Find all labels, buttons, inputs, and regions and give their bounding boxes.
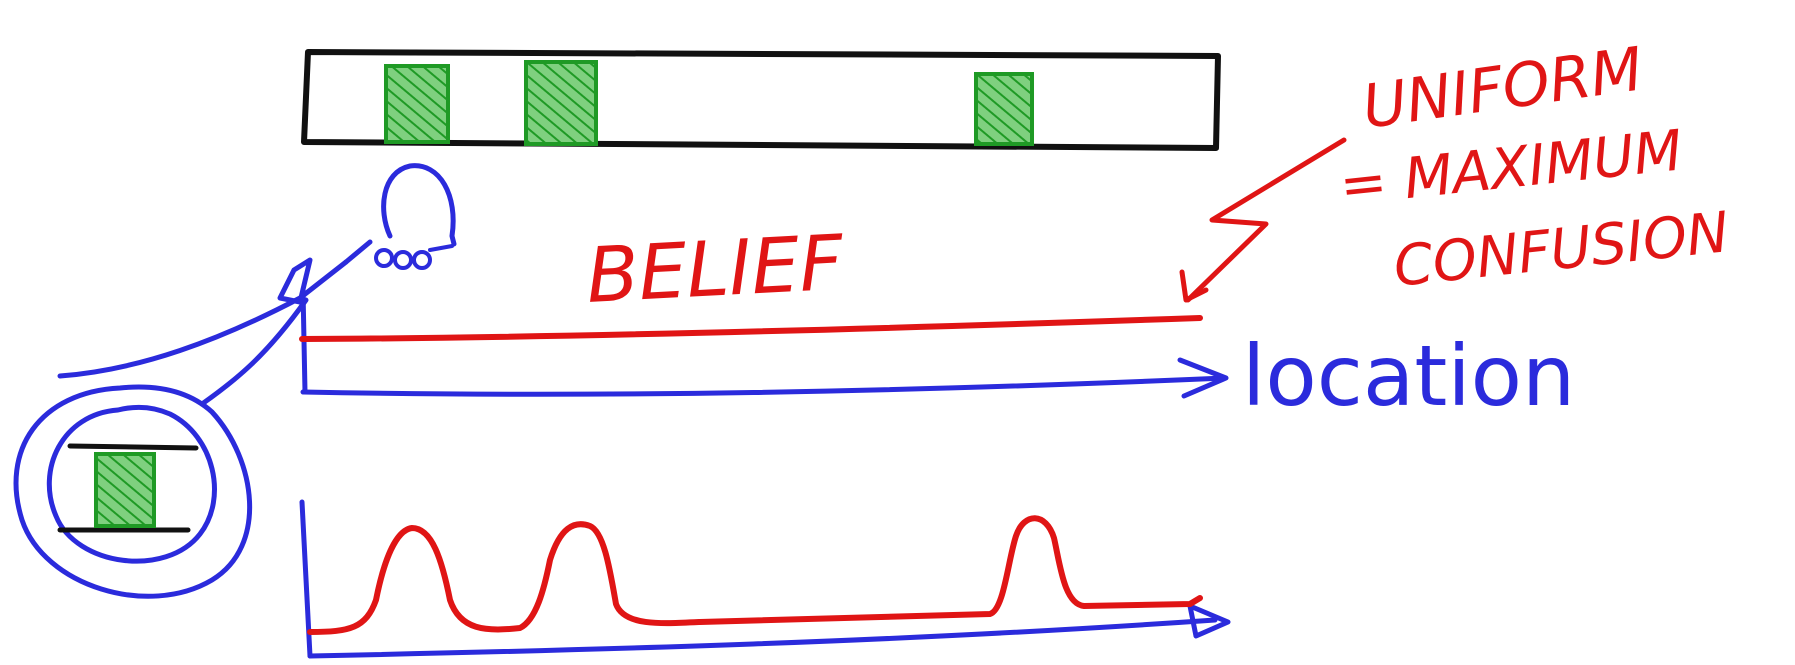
posterior-belief-plot — [299, 499, 1231, 659]
x-axis-arrowhead — [1187, 603, 1231, 639]
belief-label: BELIEF — [584, 218, 846, 320]
x-axis — [307, 617, 1218, 659]
door — [974, 72, 1034, 146]
posterior-belief-curve — [307, 515, 1203, 635]
x-axis — [300, 375, 1228, 397]
door — [384, 64, 450, 144]
confusion-label: CONFUSION — [1391, 200, 1732, 300]
annotation-arrow — [1179, 137, 1347, 303]
sensor-magnifier — [13, 239, 373, 599]
location-axis-label: location — [1242, 327, 1575, 425]
corridor-world — [301, 49, 1221, 151]
door — [94, 452, 156, 528]
robot-icon — [374, 163, 457, 270]
x-axis-arrowhead — [1177, 357, 1229, 399]
uniform-note: UNIFORM = MAXIMUM CONFUSION — [1337, 34, 1732, 300]
uniform-belief-curve — [299, 315, 1203, 342]
uniform-belief-plot — [299, 287, 1229, 399]
corridor-outline — [301, 49, 1221, 151]
door — [524, 60, 598, 146]
